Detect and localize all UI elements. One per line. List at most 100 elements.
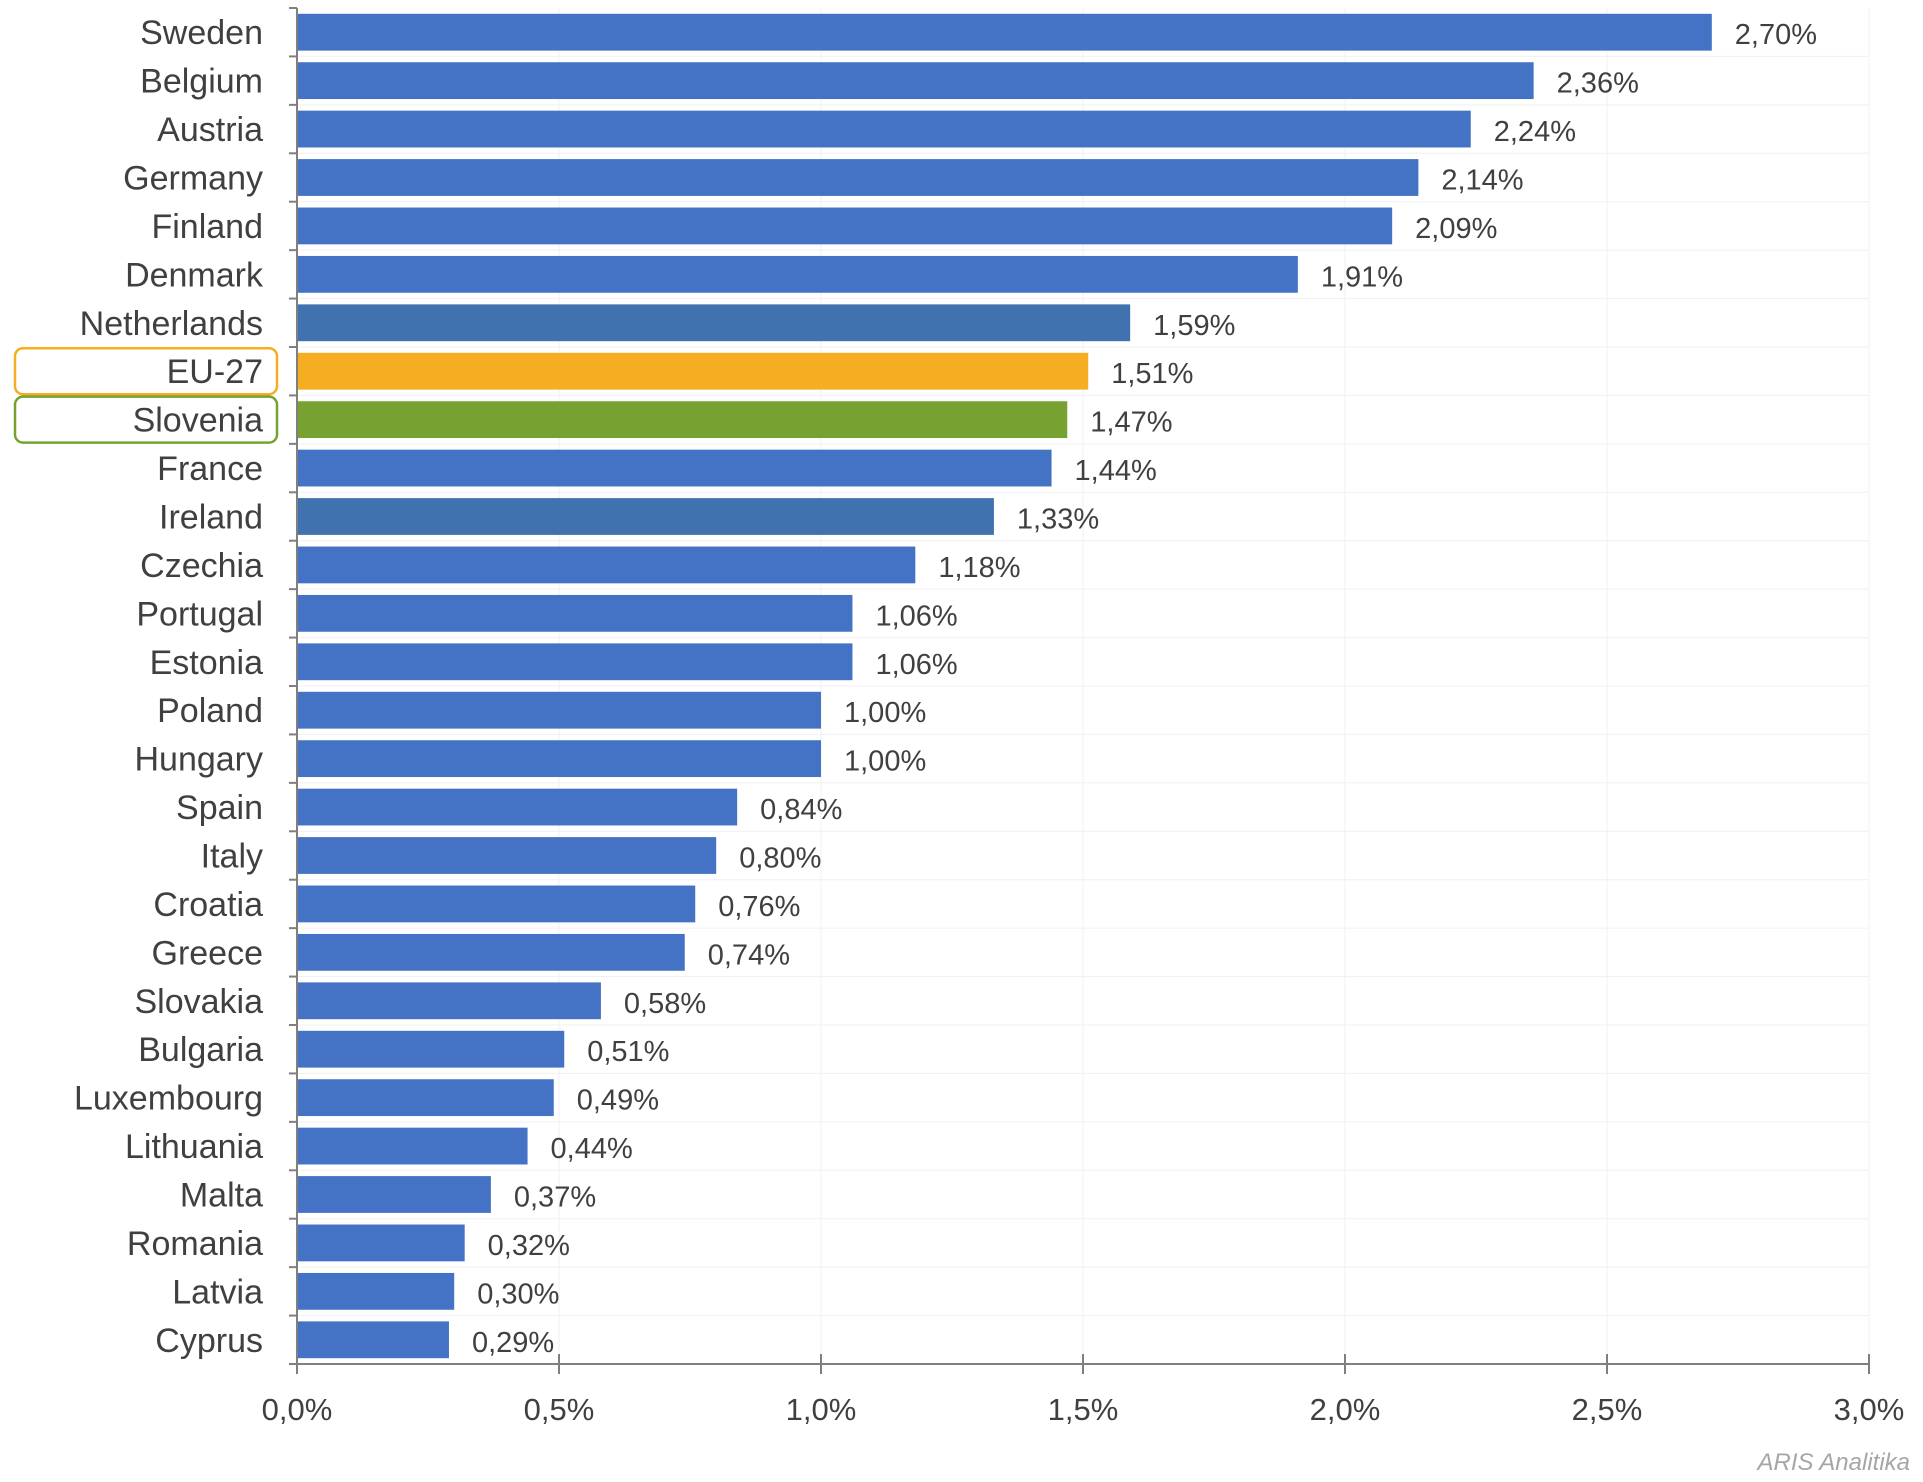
data-label: 0,49% [577, 1085, 659, 1117]
data-label: 0,44% [551, 1133, 633, 1165]
category-label: EU-27 [167, 353, 263, 391]
category-label: Luxembourg [74, 1080, 263, 1118]
category-label: Hungary [134, 741, 263, 779]
data-label: 2,14% [1441, 165, 1523, 197]
data-label: 1,44% [1075, 455, 1157, 487]
highlight-box-slovenia [13, 395, 279, 444]
bar-croatia [298, 885, 696, 923]
data-label: 1,06% [875, 649, 957, 681]
data-label: 1,00% [844, 746, 926, 778]
category-label: Malta [180, 1177, 263, 1215]
bar-bulgaria [298, 1030, 565, 1068]
x-tick-label: 0,0% [262, 1392, 333, 1427]
data-label: 0,37% [514, 1182, 596, 1214]
bar-portugal [298, 594, 853, 632]
bar-denmark [298, 255, 1298, 293]
x-tick-label: 1,5% [1048, 1392, 1119, 1427]
category-label: Greece [152, 934, 264, 972]
category-label: Bulgaria [138, 1031, 263, 1069]
bar-netherlands [298, 304, 1131, 342]
bar-slovenia [298, 401, 1068, 439]
bar-latvia [298, 1272, 455, 1310]
data-label: 1,47% [1090, 407, 1172, 439]
bar-spain [298, 788, 738, 826]
category-label: Italy [201, 838, 263, 876]
bar-france [298, 449, 1052, 487]
highlight-box-eu-27 [13, 346, 279, 396]
category-label: Romania [127, 1225, 263, 1263]
bar-poland [298, 691, 821, 729]
category-label: Ireland [159, 499, 263, 537]
category-label: Germany [123, 160, 263, 198]
x-tick-label: 0,5% [524, 1392, 595, 1427]
category-label: Denmark [125, 256, 264, 294]
data-label: 1,59% [1153, 310, 1235, 342]
credit-text: ARIS Analitika [1755, 1449, 1910, 1476]
bar-lithuania [298, 1127, 528, 1165]
category-label: Austria [157, 111, 263, 149]
data-label: 1,33% [1017, 504, 1099, 536]
category-label: Netherlands [80, 305, 263, 343]
bars-layer [298, 13, 1712, 1359]
data-label: 2,36% [1557, 68, 1639, 100]
category-label: Cyprus [155, 1322, 263, 1360]
bar-czechia [298, 546, 916, 584]
category-label: Croatia [153, 886, 263, 924]
data-label: 2,70% [1735, 19, 1817, 51]
data-label: 1,06% [875, 600, 957, 632]
x-tick-label: 2,5% [1572, 1392, 1643, 1427]
bar-austria [298, 110, 1471, 148]
bar-hungary [298, 740, 821, 778]
data-label: 0,58% [624, 988, 706, 1020]
category-label: Finland [151, 208, 263, 246]
data-label: 1,18% [938, 552, 1020, 584]
data-label: 1,51% [1111, 358, 1193, 390]
category-label: Sweden [140, 14, 263, 52]
bar-greece [298, 933, 685, 971]
data-label: 0,76% [718, 891, 800, 923]
data-label: 2,09% [1415, 213, 1497, 245]
data-label: 0,29% [472, 1327, 554, 1359]
category-label: Slovakia [134, 983, 263, 1021]
data-label: 0,74% [708, 939, 790, 971]
category-label: Estonia [150, 644, 263, 682]
labels-layer: Sweden 2,70% Belgium 2,36% Austria 2,24% Germa… [13, 14, 1817, 1360]
bar-cyprus [298, 1321, 449, 1359]
axis-layer: 0,0% 0,5% 1,0% 1,5% 2,0% 2,5% 3,0% [262, 7, 1905, 1427]
category-label: Poland [157, 692, 263, 730]
bar-estonia [298, 643, 853, 681]
bar-malta [298, 1176, 491, 1213]
data-label: 2,24% [1494, 116, 1576, 148]
category-label: Slovenia [133, 402, 264, 440]
bar-belgium [298, 62, 1534, 100]
grid-layer [297, 8, 1870, 1364]
bar-romania [298, 1224, 465, 1262]
data-label: 0,32% [488, 1230, 570, 1262]
data-label: 0,30% [477, 1278, 559, 1310]
category-label: Belgium [140, 63, 263, 101]
bar-finland [298, 207, 1393, 245]
data-label: 0,84% [760, 794, 842, 826]
category-label: Lithuania [125, 1128, 263, 1166]
bar-slovakia [298, 982, 601, 1020]
bar-luxembourg [298, 1079, 554, 1117]
data-label: 0,80% [739, 843, 821, 875]
data-label: 1,00% [844, 697, 926, 729]
bar-eu-27 [298, 352, 1089, 390]
data-label: 0,51% [587, 1036, 669, 1068]
category-label: Portugal [136, 595, 263, 633]
bar-germany [298, 159, 1419, 196]
bar-ireland [298, 498, 994, 535]
data-label: 1,91% [1321, 261, 1403, 293]
x-tick-label: 1,0% [786, 1392, 857, 1427]
category-label: France [157, 450, 263, 488]
category-label: Spain [176, 789, 263, 827]
category-label: Latvia [172, 1273, 263, 1311]
bar-sweden [298, 13, 1712, 51]
x-tick-label: 2,0% [1310, 1392, 1381, 1427]
category-label: Czechia [140, 547, 263, 585]
bar-italy [298, 837, 717, 874]
x-tick-label: 3,0% [1834, 1392, 1905, 1427]
